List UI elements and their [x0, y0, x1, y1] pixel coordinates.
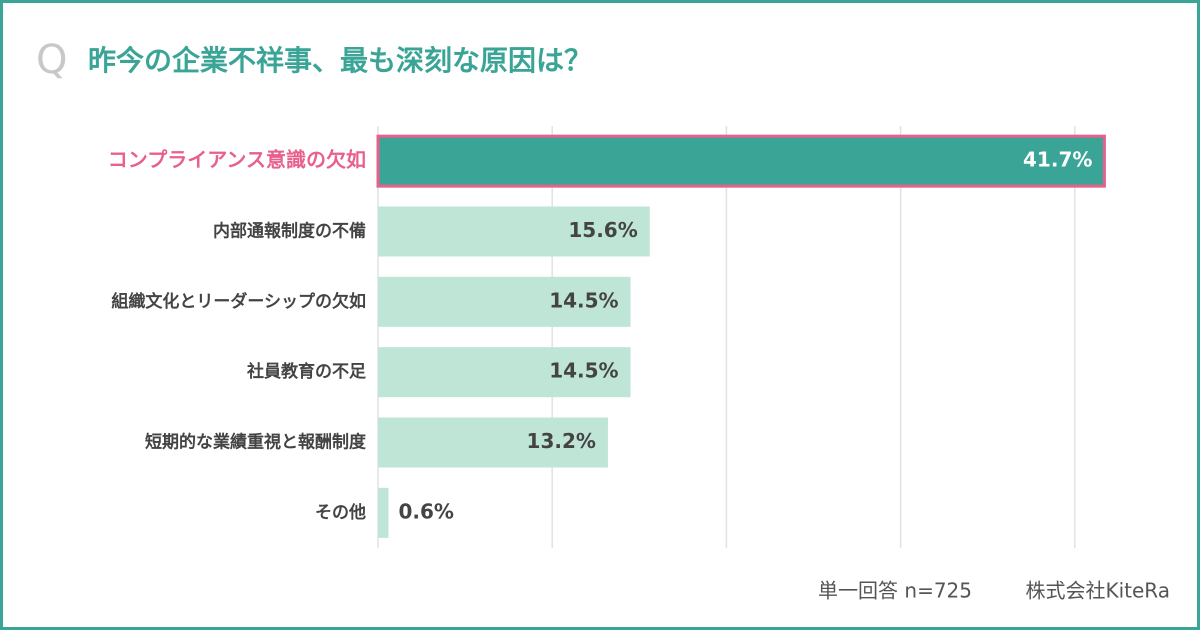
bar — [378, 276, 631, 327]
y-tick-label: 内部通報制度の不備 — [213, 221, 366, 242]
q-mark: Q — [36, 37, 67, 83]
y-tick-label: コンプライアンス意識の欠如 — [108, 148, 366, 172]
value-label: 0.6% — [398, 499, 453, 523]
chart-title: 昨今の企業不祥事、最も深刻な原因は？ — [88, 44, 592, 77]
bar — [378, 417, 608, 468]
value-label: 13.2% — [527, 429, 596, 453]
value-label: 14.5% — [549, 359, 618, 383]
bar — [378, 487, 389, 538]
y-tick-label: その他 — [315, 502, 366, 523]
bar — [376, 134, 1106, 188]
bar — [378, 347, 631, 398]
note: 単一回答 n=725 — [818, 579, 972, 603]
value-label: 41.7% — [1023, 148, 1092, 172]
value-label: 15.6% — [568, 218, 637, 242]
y-tick-label: 社員教育の不足 — [246, 361, 366, 382]
y-tick-label: 短期的な業績重視と報酬制度 — [145, 432, 367, 453]
source: 株式会社KiteRa — [1025, 579, 1170, 603]
value-label: 14.5% — [549, 288, 618, 312]
y-tick-label: 組織文化とリーダーシップの欠如 — [111, 291, 366, 312]
bar — [378, 206, 650, 257]
